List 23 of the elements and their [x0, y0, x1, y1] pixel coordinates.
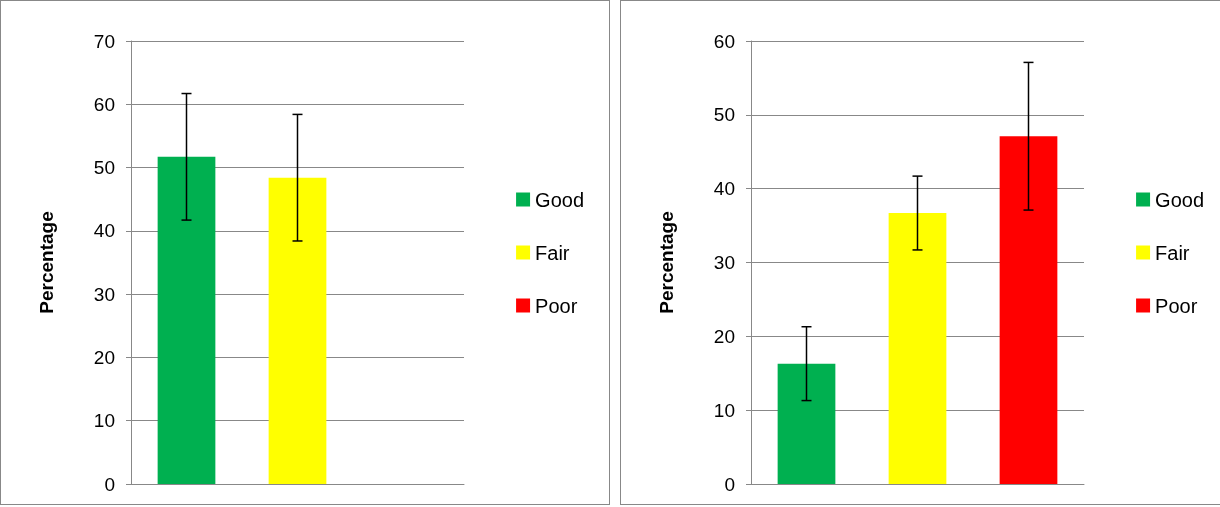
y-tick-label: 70 [93, 30, 115, 52]
legend-label: Fair [1155, 241, 1190, 264]
legend-label: Poor [1155, 294, 1198, 317]
legend-label: Fair [535, 241, 570, 264]
y-axis-title: Percentage [36, 211, 57, 314]
y-tick-label: 30 [93, 283, 115, 305]
legend-label: Poor [535, 294, 578, 317]
y-tick-label: 10 [713, 399, 735, 421]
y-tick-label: 60 [713, 30, 735, 52]
y-tick-label: 50 [93, 157, 115, 179]
y-tick-label: 40 [93, 220, 115, 242]
y-tick-label: 50 [713, 104, 735, 126]
legend-label: Good [535, 188, 585, 211]
y-tick-label: 40 [713, 178, 735, 200]
y-tick-label: 10 [93, 410, 115, 432]
y-tick-label: 0 [724, 473, 735, 495]
y-tick-label: 0 [104, 473, 115, 495]
y-tick-label: 60 [93, 93, 115, 115]
y-tick-label: 20 [713, 325, 735, 347]
legend-label: Good [1155, 188, 1205, 211]
y-tick-label: 20 [93, 346, 115, 368]
y-tick-label: 30 [713, 252, 735, 273]
y-axis-title: Percentage [656, 211, 677, 314]
